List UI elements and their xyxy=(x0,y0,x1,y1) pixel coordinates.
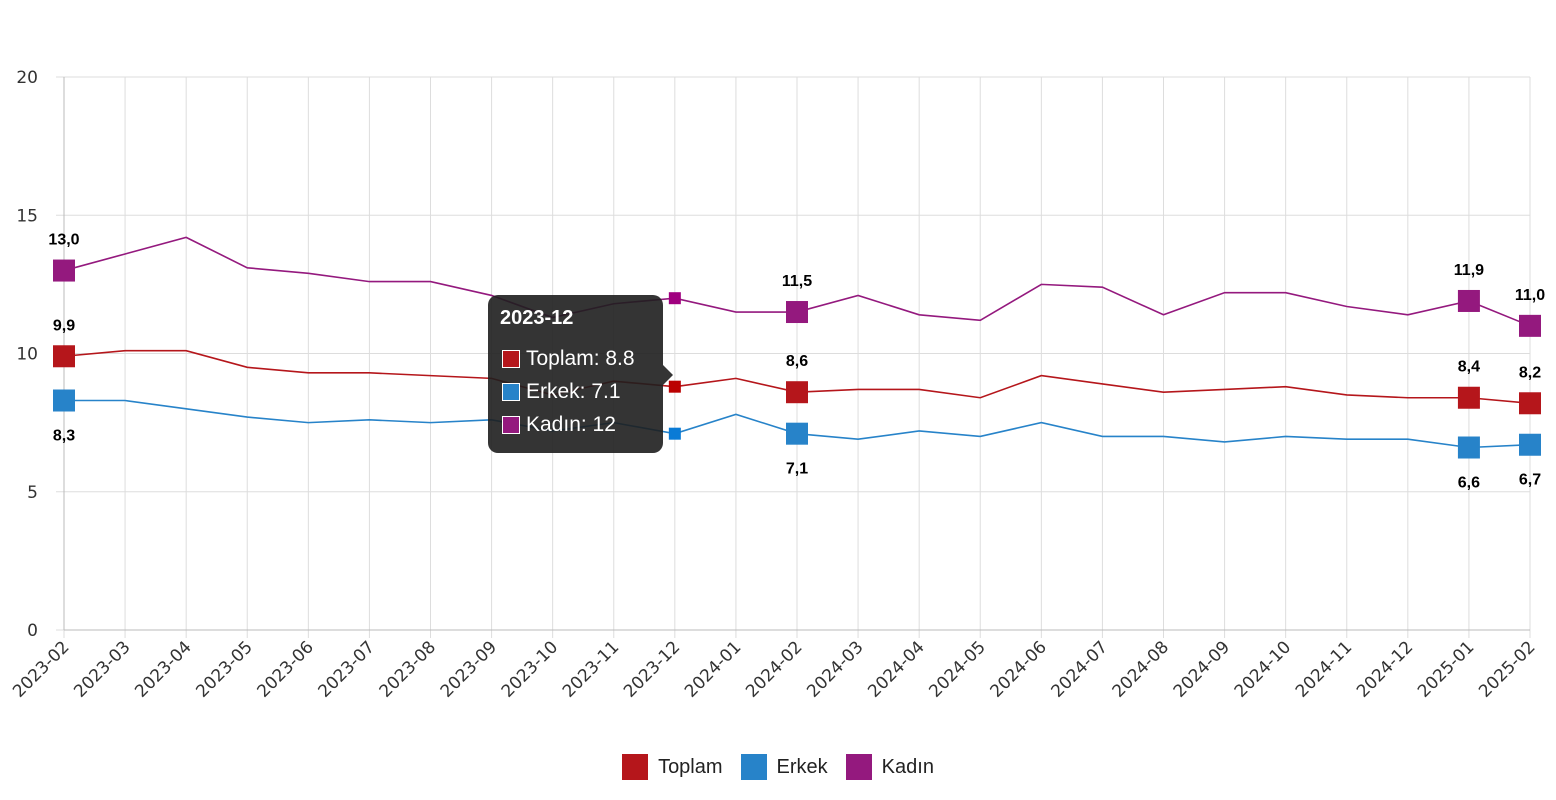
x-tick-label: 2024-03 xyxy=(803,637,867,701)
x-tick-label: 2025-02 xyxy=(1475,637,1539,701)
x-tick-label: 2023-04 xyxy=(131,637,195,701)
tooltip-swatch xyxy=(502,383,520,401)
x-tick-label: 2024-07 xyxy=(1048,637,1112,701)
data-point-marker xyxy=(1519,392,1541,415)
legend-item-toplam[interactable]: Toplam xyxy=(622,754,723,780)
tooltip-swatch xyxy=(502,350,520,368)
legend-item-erkek[interactable]: Erkek xyxy=(740,754,828,780)
data-label: 11,0 xyxy=(1515,287,1545,304)
data-point-marker xyxy=(1457,436,1480,459)
y-tick-label: 0 xyxy=(27,621,38,641)
x-tick-label: 2024-10 xyxy=(1231,637,1295,701)
data-point-marker xyxy=(53,345,75,368)
tooltip: 2023-12 Toplam: 8.8 Erkek: 7.1 Kadın: 12 xyxy=(488,295,673,453)
x-tick-label: 2023-07 xyxy=(315,637,379,701)
legend-label: Erkek xyxy=(776,755,828,778)
data-point-marker xyxy=(786,381,808,404)
data-point-marker xyxy=(53,389,75,412)
data-point-marker xyxy=(53,259,75,282)
legend-swatch xyxy=(622,754,649,780)
x-tick-label: 2023-09 xyxy=(437,637,501,701)
tooltip-row-kadin: Kadın: 12 xyxy=(502,413,616,437)
x-tick-label: 2024-12 xyxy=(1353,637,1417,701)
x-tick-label: 2023-02 xyxy=(9,637,73,701)
data-label: 13,0 xyxy=(48,232,79,249)
x-tick-label: 2024-06 xyxy=(987,637,1051,701)
tooltip-row-toplam: Toplam: 8.8 xyxy=(502,347,635,371)
x-tick-label: 2023-06 xyxy=(254,637,318,701)
x-tick-label: 2023-12 xyxy=(620,637,684,701)
data-point-marker xyxy=(1457,386,1480,409)
data-point-marker xyxy=(1457,289,1480,312)
tooltip-row-text: Erkek: 7.1 xyxy=(526,380,621,403)
x-tick-label: 2024-05 xyxy=(925,637,989,701)
x-tick-label: 2023-11 xyxy=(559,637,623,701)
x-tick-label: 2024-02 xyxy=(742,637,806,701)
data-label: 9,9 xyxy=(53,317,75,334)
data-point-marker xyxy=(1519,433,1541,456)
x-tick-label: 2023-05 xyxy=(192,637,256,701)
legend: Toplam Erkek Kadın xyxy=(0,754,1556,780)
x-tick-label: 2024-08 xyxy=(1109,637,1173,701)
x-tick-label: 2025-01 xyxy=(1414,637,1478,701)
legend-label: Kadın xyxy=(881,755,934,778)
tooltip-row-erkek: Erkek: 7.1 xyxy=(502,380,621,404)
y-tick-label: 20 xyxy=(16,68,38,88)
tooltip-swatch xyxy=(502,416,520,434)
y-tick-label: 10 xyxy=(16,345,38,365)
x-tick-label: 2023-08 xyxy=(376,637,440,701)
data-point-marker xyxy=(786,301,808,324)
legend-item-kadin[interactable]: Kadın xyxy=(845,754,934,780)
data-label: 8,2 xyxy=(1519,364,1541,381)
data-point-marker xyxy=(1519,314,1541,337)
data-label: 6,6 xyxy=(1458,475,1480,492)
y-tick-label: 5 xyxy=(27,483,38,503)
x-tick-label: 2024-09 xyxy=(1170,637,1234,701)
hover-point-marker xyxy=(668,292,681,305)
data-point-marker xyxy=(786,422,808,445)
x-tick-label: 2023-03 xyxy=(70,637,134,701)
x-tick-label: 2023-10 xyxy=(498,637,562,701)
data-label: 8,6 xyxy=(786,353,808,370)
legend-swatch xyxy=(845,754,872,780)
data-label: 8,4 xyxy=(1458,359,1480,376)
tooltip-title: 2023-12 xyxy=(500,307,574,329)
x-tick-label: 2024-11 xyxy=(1292,637,1356,701)
data-label: 11,5 xyxy=(782,273,812,290)
hover-point-marker xyxy=(668,427,681,440)
tooltip-row-text: Toplam: 8.8 xyxy=(526,347,635,370)
data-label: 6,7 xyxy=(1519,472,1541,489)
data-label: 11,9 xyxy=(1454,262,1484,279)
legend-label: Toplam xyxy=(658,755,723,778)
data-label: 8,3 xyxy=(53,428,75,445)
x-tick-label: 2024-04 xyxy=(864,637,928,701)
data-label: 7,1 xyxy=(786,461,808,478)
x-tick-label: 2024-01 xyxy=(681,637,745,701)
tooltip-row-text: Kadın: 12 xyxy=(526,413,616,436)
y-tick-label: 15 xyxy=(16,206,38,226)
legend-swatch xyxy=(740,754,767,780)
